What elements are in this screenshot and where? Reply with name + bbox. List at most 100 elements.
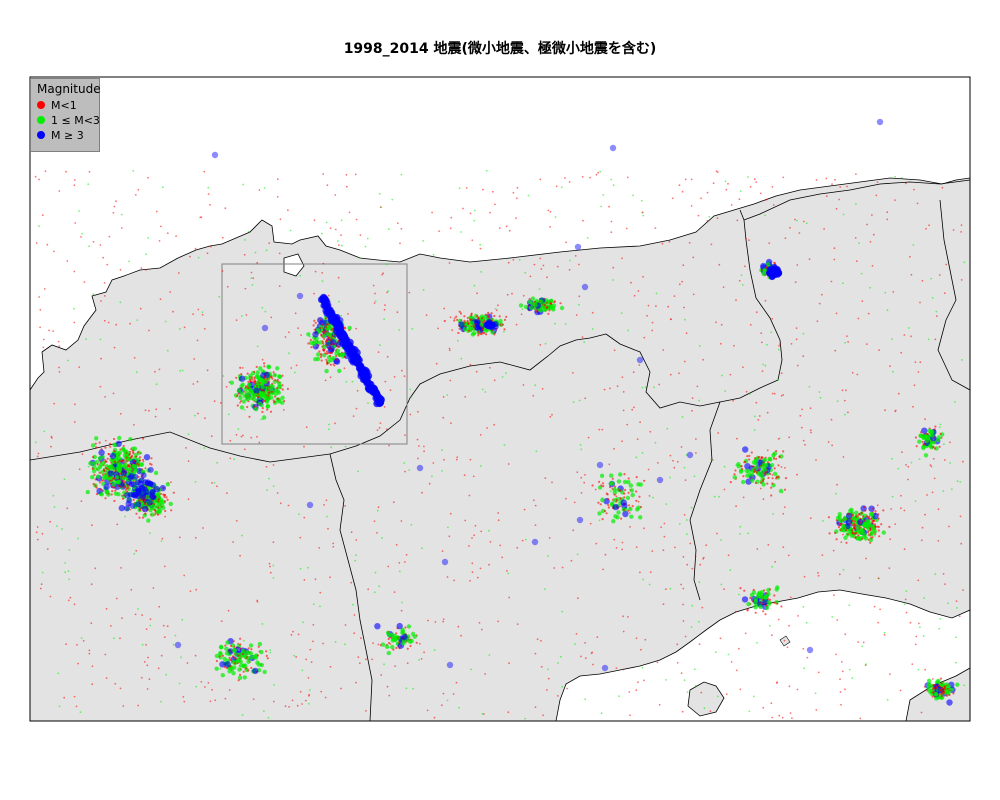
quake-dot bbox=[141, 505, 149, 513]
quake-dot bbox=[520, 313, 523, 316]
quake-dot bbox=[140, 472, 147, 479]
quake-dot bbox=[365, 658, 367, 661]
quake-dot bbox=[307, 342, 310, 345]
quake-dot bbox=[682, 587, 685, 590]
quake-dot bbox=[768, 624, 771, 627]
quake-dot bbox=[644, 386, 647, 389]
quake-dot bbox=[207, 682, 210, 684]
quake-dot bbox=[789, 712, 792, 714]
quake-dot bbox=[561, 566, 564, 569]
quake-dot bbox=[254, 392, 259, 398]
quake-dot bbox=[422, 240, 424, 242]
quake-dot bbox=[615, 515, 620, 520]
quake-dot bbox=[122, 444, 125, 448]
quake-dot bbox=[53, 506, 56, 508]
quake-dot bbox=[452, 693, 455, 695]
quake-dot bbox=[606, 498, 610, 501]
quake-dot bbox=[762, 610, 765, 613]
quake-dot bbox=[95, 474, 101, 479]
quake-dot bbox=[683, 306, 685, 309]
quake-dot bbox=[536, 638, 539, 641]
quake-dot bbox=[400, 227, 403, 230]
quake-dot bbox=[938, 627, 941, 630]
quake-dot bbox=[276, 390, 281, 395]
quake-dot bbox=[773, 392, 776, 395]
quake-dot bbox=[789, 226, 791, 229]
quake-dot bbox=[635, 476, 638, 479]
quake-dot bbox=[744, 265, 746, 268]
quake-dot bbox=[75, 705, 78, 708]
quake-dot bbox=[92, 293, 95, 296]
quake-dot bbox=[309, 338, 312, 341]
quake-dot bbox=[705, 544, 708, 547]
quake-dot bbox=[721, 374, 724, 377]
quake-dot bbox=[296, 292, 304, 300]
quake-dot bbox=[194, 536, 197, 539]
quake-dot bbox=[115, 440, 122, 447]
quake-dot bbox=[782, 394, 785, 396]
quake-dot bbox=[831, 616, 834, 618]
quake-dot bbox=[388, 444, 390, 447]
quake-dot bbox=[132, 498, 135, 501]
quake-dot bbox=[106, 263, 109, 266]
quake-dot bbox=[443, 319, 446, 323]
quake-dot bbox=[144, 512, 147, 515]
quake-dot bbox=[160, 700, 163, 703]
quake-dot bbox=[120, 213, 123, 216]
quake-dot bbox=[932, 678, 934, 680]
quake-dot bbox=[471, 331, 477, 336]
quake-dot bbox=[386, 685, 389, 688]
quake-dot bbox=[831, 183, 833, 186]
quake-dot bbox=[874, 510, 877, 513]
quake-dot bbox=[320, 359, 323, 362]
quake-dot bbox=[601, 518, 604, 521]
quake-dot bbox=[777, 379, 780, 381]
quake-dot bbox=[553, 301, 556, 304]
quake-dot bbox=[260, 384, 265, 390]
quake-dot bbox=[494, 307, 497, 310]
quake-dot bbox=[740, 274, 743, 276]
quake-dot bbox=[400, 630, 405, 635]
quake-dot bbox=[714, 651, 717, 654]
quake-dot bbox=[78, 468, 81, 471]
quake-dot bbox=[116, 479, 121, 485]
quake-dot bbox=[825, 177, 828, 180]
quake-dot bbox=[682, 556, 685, 558]
quake-dot bbox=[403, 375, 406, 378]
quake-dot bbox=[329, 354, 332, 358]
quake-dot bbox=[638, 495, 641, 498]
quake-dot bbox=[886, 211, 889, 214]
quake-dot bbox=[446, 394, 449, 396]
quake-dot bbox=[759, 481, 763, 484]
quake-dot bbox=[575, 314, 578, 316]
quake-dot bbox=[453, 317, 456, 320]
quake-dot bbox=[145, 253, 148, 256]
quake-dot bbox=[442, 620, 445, 623]
quake-dot bbox=[932, 683, 935, 687]
quake-dot bbox=[473, 534, 476, 537]
quake-dot bbox=[43, 288, 46, 290]
quake-dot bbox=[781, 716, 784, 719]
quake-dot bbox=[815, 709, 818, 711]
quake-dot bbox=[133, 459, 136, 463]
quake-dot bbox=[962, 589, 964, 591]
quake-dot bbox=[313, 319, 316, 322]
quake-dot bbox=[63, 478, 66, 481]
quake-dot bbox=[61, 528, 63, 530]
quake-dot bbox=[690, 626, 693, 628]
quake-dot bbox=[293, 654, 296, 657]
quake-dot bbox=[917, 579, 920, 582]
quake-dot bbox=[420, 658, 423, 660]
quake-dot bbox=[621, 440, 623, 443]
quake-dot bbox=[245, 650, 250, 655]
quake-dot bbox=[780, 605, 783, 608]
quake-dot bbox=[355, 327, 358, 330]
quake-dot bbox=[873, 534, 876, 537]
quake-dot bbox=[232, 541, 235, 543]
quake-dot bbox=[759, 590, 765, 595]
quake-dot bbox=[930, 433, 935, 438]
quake-dot bbox=[250, 271, 253, 274]
quake-dot bbox=[34, 175, 37, 178]
quake-dot bbox=[635, 490, 638, 493]
quake-dot bbox=[507, 711, 510, 714]
